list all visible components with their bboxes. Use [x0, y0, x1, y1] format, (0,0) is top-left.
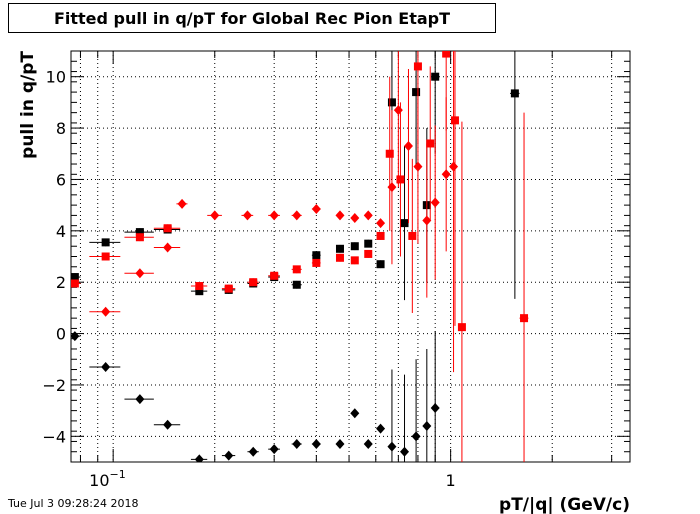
- data-point-diamond: [269, 444, 279, 455]
- data-point-square: [71, 279, 79, 288]
- x-tick-label: 1: [446, 471, 456, 490]
- y-tick-label: 6: [56, 170, 66, 189]
- data-point-diamond: [269, 210, 279, 221]
- timestamp-footer: Tue Jul 3 09:28:24 2018: [8, 497, 139, 510]
- data-point-square: [520, 314, 529, 323]
- data-point-square: [101, 238, 110, 247]
- y-tick-label: 0: [56, 325, 66, 344]
- data-point-diamond: [350, 408, 360, 419]
- data-point-diamond: [393, 105, 403, 116]
- data-point-diamond: [335, 439, 345, 450]
- data-point-diamond: [449, 161, 459, 172]
- data-point-square: [457, 323, 466, 332]
- data-point-square: [396, 175, 405, 184]
- data-point-square: [101, 252, 110, 261]
- data-point-square: [249, 278, 258, 287]
- data-point-square: [376, 260, 385, 269]
- tick-labels: −4 −2 0 2 4 6 8 10 10−1 1: [42, 68, 455, 490]
- y-tick-label: −2: [42, 376, 66, 395]
- data-point-diamond: [363, 210, 373, 221]
- data-point-square: [385, 149, 394, 158]
- data-point-diamond: [422, 421, 432, 432]
- data-point-diamond: [387, 441, 397, 452]
- data-point-square: [71, 273, 79, 282]
- data-point-diamond: [387, 182, 397, 193]
- data-point-square: [510, 89, 519, 98]
- data-point-diamond: [135, 394, 145, 405]
- data-point-diamond: [403, 141, 413, 152]
- data-marks: [71, 51, 529, 462]
- data-point-square: [195, 282, 204, 291]
- data-point-diamond: [210, 210, 220, 221]
- data-point-diamond: [194, 454, 204, 462]
- data-point-square: [376, 231, 385, 240]
- x-axis-label: pT/|q| (GeV/c): [499, 495, 630, 514]
- data-point-diamond: [430, 403, 440, 414]
- data-point-square: [413, 62, 422, 71]
- data-point-diamond: [400, 446, 410, 457]
- data-point-square: [400, 219, 409, 228]
- data-point-square: [364, 249, 373, 258]
- data-point-diamond: [376, 218, 386, 229]
- data-point-square: [335, 244, 344, 253]
- data-point-diamond: [350, 212, 360, 223]
- data-point-square: [350, 242, 359, 251]
- data-point-square: [312, 251, 321, 260]
- data-point-diamond: [311, 439, 321, 450]
- data-point-diamond: [363, 439, 373, 450]
- x-tick-label: 10−1: [89, 468, 126, 490]
- data-point-square: [163, 224, 172, 233]
- data-point-diamond: [411, 431, 421, 442]
- y-tick-label: 10: [46, 68, 66, 87]
- data-point-diamond: [376, 423, 386, 434]
- data-point-diamond: [224, 450, 234, 461]
- data-point-square: [431, 72, 440, 81]
- data-point-diamond: [292, 439, 302, 450]
- data-point-square: [442, 51, 451, 58]
- data-point-diamond: [135, 268, 145, 279]
- data-point-diamond: [430, 197, 440, 208]
- plot-frame: [70, 50, 631, 463]
- chart-title-box: Fitted pull in q/pT for Global Rec Pion …: [8, 3, 496, 33]
- y-tick-label: −4: [42, 427, 66, 446]
- y-axis-label: pull in q/pT: [18, 51, 38, 159]
- data-point-square: [364, 239, 373, 248]
- data-point-diamond: [71, 331, 80, 342]
- data-point-square: [270, 271, 279, 280]
- data-point-square: [387, 98, 396, 107]
- data-point-diamond: [163, 242, 173, 253]
- data-point-square: [292, 265, 301, 274]
- y-tick-label: 2: [56, 273, 66, 292]
- data-point-diamond: [292, 210, 302, 221]
- data-point-diamond: [248, 446, 258, 457]
- data-point-square: [335, 253, 344, 262]
- data-point-diamond: [101, 361, 111, 372]
- data-point-diamond: [101, 306, 111, 317]
- data-point-square: [408, 231, 417, 240]
- data-point-diamond: [422, 215, 432, 226]
- data-point-diamond: [335, 210, 345, 221]
- data-point-square: [195, 287, 204, 296]
- data-point-square: [224, 284, 233, 293]
- data-point-square: [135, 228, 144, 237]
- data-point-square: [312, 258, 321, 267]
- data-point-square: [450, 116, 459, 125]
- data-point-diamond: [242, 210, 252, 221]
- data-point-diamond: [177, 198, 187, 209]
- data-point-diamond: [311, 203, 321, 214]
- data-point-diamond: [163, 419, 173, 430]
- data-point-diamond: [413, 161, 423, 172]
- data-point-square: [292, 280, 301, 289]
- data-point-square: [412, 88, 421, 97]
- chart-title: Fitted pull in q/pT for Global Rec Pion …: [53, 9, 451, 28]
- data-point-square: [350, 256, 359, 265]
- data-point-diamond: [441, 169, 451, 180]
- data-point-square: [135, 233, 144, 242]
- y-tick-label: 4: [56, 222, 66, 241]
- y-tick-label: 8: [56, 119, 66, 138]
- data-point-square: [426, 139, 435, 148]
- axis-ticks: [71, 51, 630, 463]
